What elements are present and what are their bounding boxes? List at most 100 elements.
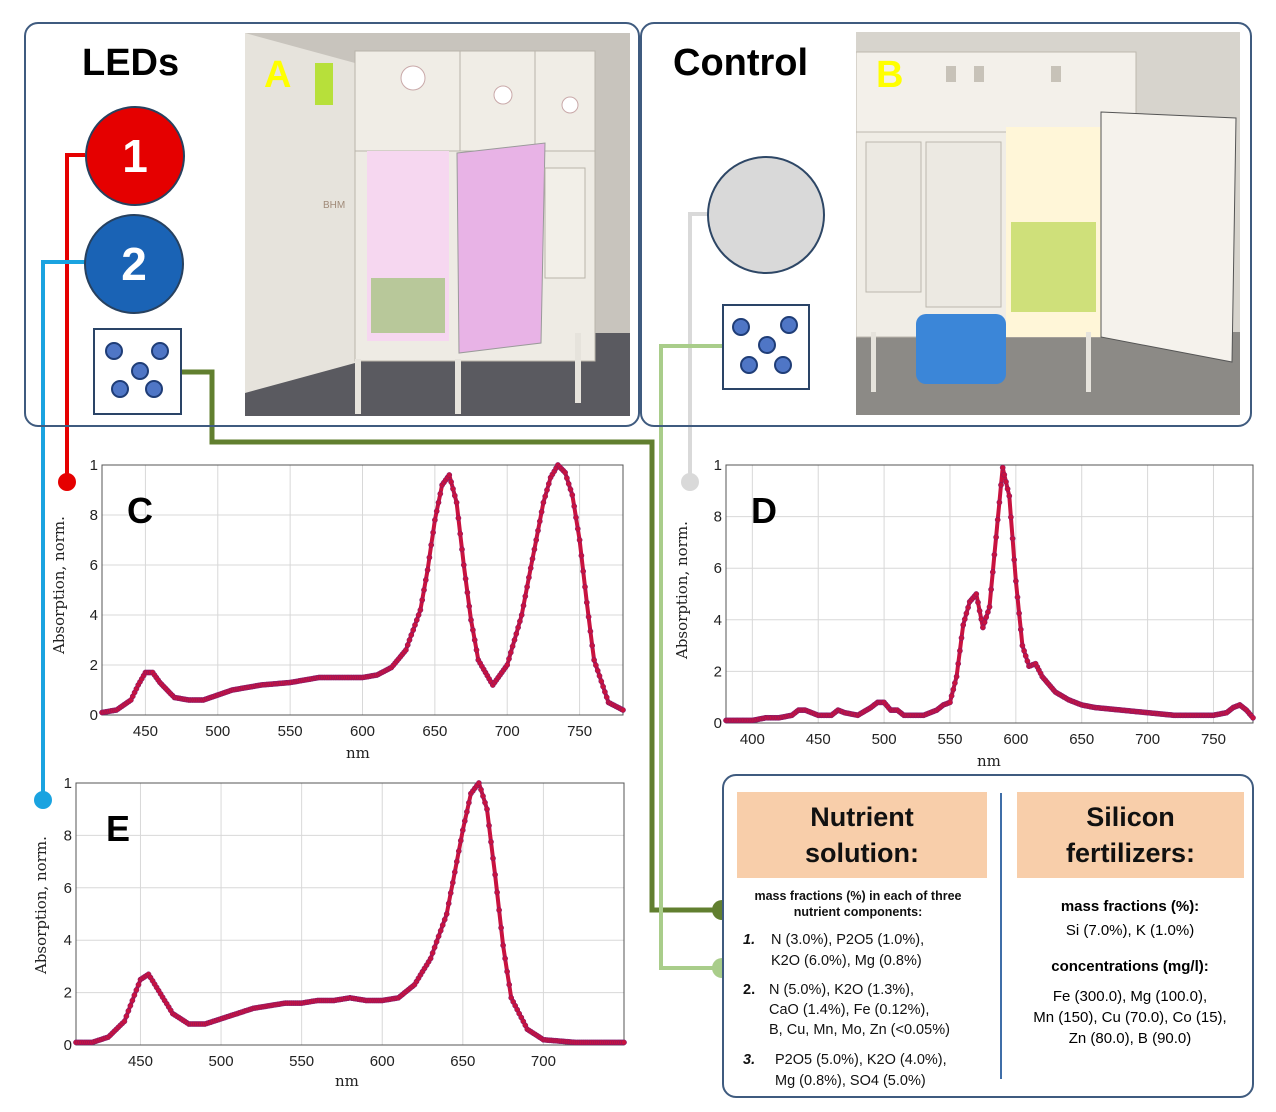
chart-d-ylabel: Absorption, norm.: [673, 521, 691, 659]
solution-particle: [131, 362, 149, 380]
chart-c: 450 500 550 600 650 700 750 0 0.2 0.4 0.6 0.8 1: [90, 457, 626, 740]
data-point: [428, 542, 435, 548]
x-tick-label: 700: [1135, 731, 1160, 748]
data-point: [439, 922, 446, 928]
data-point: [446, 472, 453, 478]
x-tick-label: 450: [133, 723, 158, 740]
photo-label-b: B: [876, 54, 904, 96]
nutrient-intro-line1: mass fractions (%) in each of three: [754, 889, 962, 903]
cabinet-mark: ВНМ: [323, 200, 345, 211]
data-point: [973, 591, 980, 597]
control-solution-box: [722, 304, 810, 390]
data-point: [583, 599, 590, 606]
data-point: [457, 837, 464, 844]
nutrient-item-1-line2: K2O (6.0%), Mg (0.8%): [771, 953, 922, 969]
data-point: [496, 907, 502, 913]
nutrient-item-3-line2: Mg (0.8%), SO4 (5.0%): [775, 1073, 926, 1089]
photo-control-cabinet: [856, 32, 1240, 415]
data-point: [464, 808, 470, 815]
photo-label-a: A: [264, 54, 292, 96]
data-point: [1011, 556, 1018, 563]
y-tick-label: 0: [64, 1037, 72, 1054]
x-tick-label: 550: [278, 723, 303, 740]
data-point: [498, 924, 504, 931]
silicon-conc-line1: Fe (300.0), Mg (100.0),: [1052, 988, 1208, 1005]
y-tick-label: 1: [714, 457, 722, 474]
data-point: [976, 607, 983, 614]
chart-d: 400 450 500 550 600 650 700 750 0 0.2 0.4 0.6 0.8 1: [713, 457, 1256, 748]
plot-frame: [75, 782, 625, 1046]
data-point: [426, 554, 433, 561]
control-lamp-circle: [707, 156, 825, 274]
data-point: [504, 662, 511, 668]
data-point: [1019, 642, 1026, 649]
data-point: [500, 942, 506, 949]
data-point: [527, 565, 534, 571]
x-tick-label: 650: [1069, 731, 1094, 748]
y-tick-label: 1: [90, 457, 98, 474]
x-tick-label: 600: [370, 1053, 395, 1070]
nutrient-item-2-line1: N (5.0%), K2O (1.3%),: [769, 982, 915, 998]
data-point: [473, 647, 480, 653]
x-tick-label: 500: [209, 1053, 234, 1070]
control-panel: [640, 22, 1252, 427]
chart-c-ylabel: Absorption, norm.: [50, 516, 68, 654]
nutrient-intro: mass fractions (%) in each of three nutr…: [733, 888, 983, 920]
plot-frame: [725, 464, 1254, 724]
plot-frame: [101, 464, 624, 716]
data-point: [453, 858, 460, 865]
data-point: [460, 562, 467, 568]
data-point: [131, 992, 138, 999]
y-tick-label: 0.6: [90, 557, 98, 574]
data-point: [441, 916, 448, 923]
data-point: [985, 609, 991, 615]
data-point: [998, 482, 1004, 488]
data-point: [484, 806, 490, 813]
data-point: [492, 871, 498, 878]
connector-control-lamp-to-D: [688, 212, 708, 482]
data-point: [424, 567, 431, 573]
nutrients-divider: [1000, 793, 1002, 1079]
data-point: [986, 604, 993, 610]
y-tick-label: 0.4: [64, 932, 72, 949]
data-point: [412, 622, 418, 628]
data-point: [482, 799, 488, 806]
data-point: [443, 911, 450, 917]
y-tick-label: 0.2: [64, 985, 72, 1002]
data-point: [471, 637, 478, 643]
led-cabinet-illustration: ВНМ: [245, 33, 630, 416]
data-point: [435, 499, 442, 506]
data-point: [621, 1039, 627, 1046]
data-point: [451, 492, 458, 499]
connector-lamp1-to-C: [65, 153, 85, 482]
silicon-conc-line2: Mn (150), Cu (70.0), Co (15),: [1033, 1009, 1227, 1026]
chart-d-label: D: [751, 490, 777, 531]
x-tick-label: 500: [872, 731, 897, 748]
data-point: [507, 649, 514, 656]
data-point: [421, 587, 427, 593]
data-point: [587, 628, 594, 635]
data-point: [494, 889, 500, 896]
y-tick-label: 0.8: [713, 509, 722, 526]
data-point: [598, 678, 605, 685]
chart-e-ylabel: Absorption, norm.: [32, 836, 50, 974]
data-point: [580, 568, 587, 575]
data-point: [422, 577, 429, 583]
data-point: [127, 1002, 134, 1009]
data-point: [431, 944, 438, 951]
data-point: [948, 693, 955, 699]
data-point: [957, 647, 963, 654]
data-point: [129, 997, 136, 1004]
data-point: [450, 485, 456, 492]
data-point: [960, 622, 967, 628]
data-point: [999, 464, 1006, 471]
data-point: [538, 509, 545, 515]
nutrient-intro-line2: nutrient components:: [793, 905, 923, 919]
data-point: [562, 469, 568, 476]
data-point: [490, 855, 496, 862]
nutrient-item-3-num: 3.: [743, 1052, 756, 1068]
series-line: [76, 781, 624, 1045]
x-tick-label: 750: [567, 723, 592, 740]
x-tick-label: 550: [937, 731, 962, 748]
data-point: [569, 492, 576, 498]
